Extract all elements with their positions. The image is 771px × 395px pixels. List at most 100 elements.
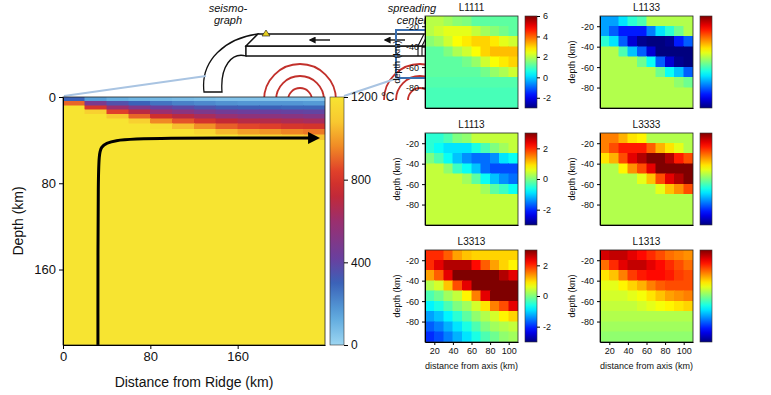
heat-cell	[619, 301, 628, 311]
y-tick-label: -60	[581, 179, 594, 189]
heat-cell	[637, 322, 646, 332]
heat-cell	[453, 67, 462, 77]
heat-cell	[628, 281, 637, 291]
heat-cell	[674, 36, 683, 46]
y-tick-mark	[597, 322, 600, 323]
heat-cell	[647, 164, 656, 174]
heat-cell	[453, 133, 462, 143]
plot-frame	[425, 133, 518, 225]
heat-cell	[129, 97, 151, 101]
y-tick: -60	[581, 179, 600, 189]
y-axis: -20-40-60-80	[406, 251, 426, 343]
heat-cell	[609, 26, 618, 36]
seismograph-symbol	[262, 30, 270, 36]
colorbar-tick: 1200 °C	[344, 90, 395, 104]
heat-cell	[600, 26, 609, 36]
heat-cell	[674, 143, 683, 153]
heat-cell	[609, 164, 618, 174]
heat-cell	[172, 140, 194, 151]
heat-cell	[453, 57, 462, 67]
heat-cell	[444, 301, 453, 311]
heat-cell	[425, 260, 434, 270]
heat-cell	[472, 57, 481, 67]
colorbar	[700, 250, 712, 342]
heat-cell	[129, 110, 151, 114]
heat-cell	[453, 250, 462, 260]
heat-cell	[260, 101, 282, 105]
heat-cell	[490, 270, 499, 280]
heat-cell	[637, 36, 646, 46]
heat-cell	[85, 110, 107, 114]
heat-cell	[425, 301, 434, 311]
heat-cell	[453, 164, 462, 174]
heat-cell	[453, 153, 462, 163]
heat-cell	[647, 281, 656, 291]
heat-cell	[619, 194, 628, 204]
heat-cell	[509, 174, 518, 184]
heat-cell	[609, 88, 618, 98]
heat-cell	[509, 260, 518, 270]
heat-cell	[684, 205, 693, 215]
panel: -20-40-60-80L1133depth (km)	[567, 2, 712, 109]
y-axis-line	[425, 251, 426, 343]
y-tick-label: -20	[406, 139, 419, 149]
x-tick-mark	[665, 342, 666, 345]
heat-cell	[481, 98, 490, 108]
y-axis: -20-40-60-80	[581, 251, 601, 343]
y-axis: -20-40-60-80	[406, 134, 426, 226]
heat-cell	[63, 140, 85, 151]
schematic-label: graph	[214, 14, 242, 26]
heat-cell	[481, 281, 490, 291]
heat-cell	[499, 153, 508, 163]
heat-cell	[628, 260, 637, 270]
heat-cell	[647, 311, 656, 321]
heat-cell	[509, 133, 518, 143]
heat-cell	[674, 281, 683, 291]
y-tick-mark	[422, 143, 425, 144]
heat-cell	[472, 184, 481, 194]
heat-cell	[462, 311, 471, 321]
heat-cell	[425, 143, 434, 153]
heat-cell	[194, 106, 216, 110]
colorbar-tick-label: 1200 °C	[351, 90, 395, 104]
heat-cell	[665, 194, 674, 204]
x-tick-label: 100	[677, 346, 692, 356]
heat-cell	[462, 301, 471, 311]
y-tick: -20	[406, 139, 425, 149]
heat-cell	[499, 194, 508, 204]
heat-cell	[684, 270, 693, 280]
heat-cell	[637, 153, 646, 163]
heat-cell	[129, 106, 151, 110]
heat-cell	[462, 88, 471, 98]
y-tick-mark	[422, 301, 425, 302]
panel-title: L1111	[459, 2, 485, 13]
heat-cell	[281, 97, 303, 101]
heat-cell	[453, 88, 462, 98]
heat-cell	[462, 291, 471, 301]
heat-cell	[472, 322, 481, 332]
heat-cell	[150, 124, 172, 129]
y-tick-label: -80	[406, 200, 419, 210]
heat-cell	[490, 77, 499, 87]
heat-cell	[609, 260, 618, 270]
heat-cell	[444, 88, 453, 98]
x-tick: 80	[661, 342, 671, 356]
y-tick-label: -80	[581, 317, 594, 327]
heat-cell	[509, 194, 518, 204]
panel-title: L1113	[458, 119, 485, 130]
heat-cell	[150, 110, 172, 114]
heat-cell	[444, 250, 453, 260]
heat-cell	[619, 250, 628, 260]
heat-cell	[674, 311, 683, 321]
heat-cell	[619, 291, 628, 301]
colorbar-tick: 2	[537, 261, 548, 271]
y-tick: -40	[581, 276, 600, 286]
heat-cell	[499, 205, 508, 215]
colorbar-tick-mark	[537, 77, 540, 78]
heat-cell	[684, 174, 693, 184]
heat-cell	[481, 250, 490, 260]
heat-cell	[444, 47, 453, 57]
heat-cell	[462, 250, 471, 260]
heat-cell	[656, 153, 665, 163]
heat-cell	[472, 250, 481, 260]
